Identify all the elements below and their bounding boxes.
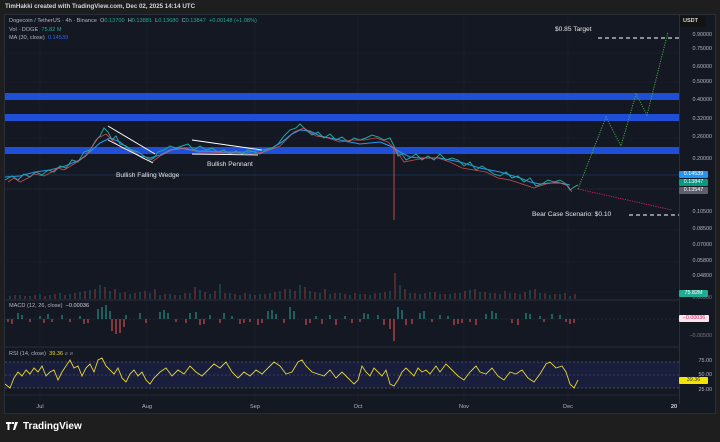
volume-tag: 75.82M <box>679 290 708 297</box>
rsi-label: RSI (14, close) <box>9 351 46 357</box>
symbol-row: Dogecoin / TetherUS · 4h · Binance O0.13… <box>9 18 257 24</box>
brand-name: TradingView <box>23 421 82 432</box>
volume-bars <box>9 273 576 299</box>
close-price-tag: 0.13847 <box>679 179 708 186</box>
open-value: 0.13700 <box>104 18 125 24</box>
close-value: 0.13847 <box>185 18 206 24</box>
volume-row[interactable]: Vol · DOGE 75.82 M <box>9 26 62 33</box>
price-axis[interactable]: 0.90000 0.75000 0.60000 0.50000 0.40000 … <box>689 32 712 393</box>
bear-case-annotation[interactable]: Bear Case Scenario: $0.10 <box>532 211 612 218</box>
bull-scenario-path <box>577 31 669 190</box>
bear-scenario-path <box>577 188 673 211</box>
high-value: 0.13881 <box>131 18 152 24</box>
change-value: +0.00148 (+1.08%) <box>208 18 257 24</box>
macd-value: −0.00036 <box>65 303 90 309</box>
tradingview-logo-icon <box>6 422 18 430</box>
macd-tag: −0.00036 <box>679 315 709 322</box>
ma-price-tag: 0.14539 <box>679 171 708 178</box>
rsi-tag: 39.36 <box>679 377 708 384</box>
symbol-title[interactable]: Dogecoin / TetherUS · 4h · Binance <box>9 18 97 24</box>
macd-histogram <box>7 305 575 341</box>
target-annotation[interactable]: $0.85 Target <box>555 26 592 33</box>
rsi-value: 39.36 <box>49 351 64 357</box>
chart-legend: Dogecoin / TetherUS · 4h · Binance O0.13… <box>9 17 257 43</box>
resistance-zones <box>5 93 679 154</box>
volume-value: 75.82 M <box>41 26 62 33</box>
low-value: 0.13680 <box>158 18 179 24</box>
prev-price-tag: 0.13547 <box>679 187 708 194</box>
currency-button[interactable]: USDT <box>680 16 706 27</box>
ma-value: 0.14539 <box>47 35 69 41</box>
attribution-text: TimHakki created with TradingView.com, D… <box>5 3 196 10</box>
macd-label: MACD (12, 26, close) <box>9 303 63 309</box>
rsi-legend[interactable]: RSI (14, close) 39.36 ⌀ ø <box>9 350 73 359</box>
rsi-settings-icon[interactable]: ⌀ ø <box>64 351 74 357</box>
ma-row[interactable]: MA (30, close) 0.14539 <box>9 35 69 41</box>
falling-wedge-label[interactable]: Bullish Falling Wedge <box>116 172 180 179</box>
rsi-line <box>5 357 579 389</box>
attribution-bar: TimHakki created with TradingView.com, D… <box>0 0 720 14</box>
tradingview-logo[interactable]: TradingView <box>6 421 82 432</box>
macd-legend[interactable]: MACD (12, 26, close) −0.00036 <box>9 302 89 311</box>
pattern-trendlines <box>107 125 263 164</box>
pennant-label[interactable]: Bullish Pennant <box>207 161 253 168</box>
grid-lines <box>5 15 679 404</box>
candlestick-series <box>5 123 579 220</box>
